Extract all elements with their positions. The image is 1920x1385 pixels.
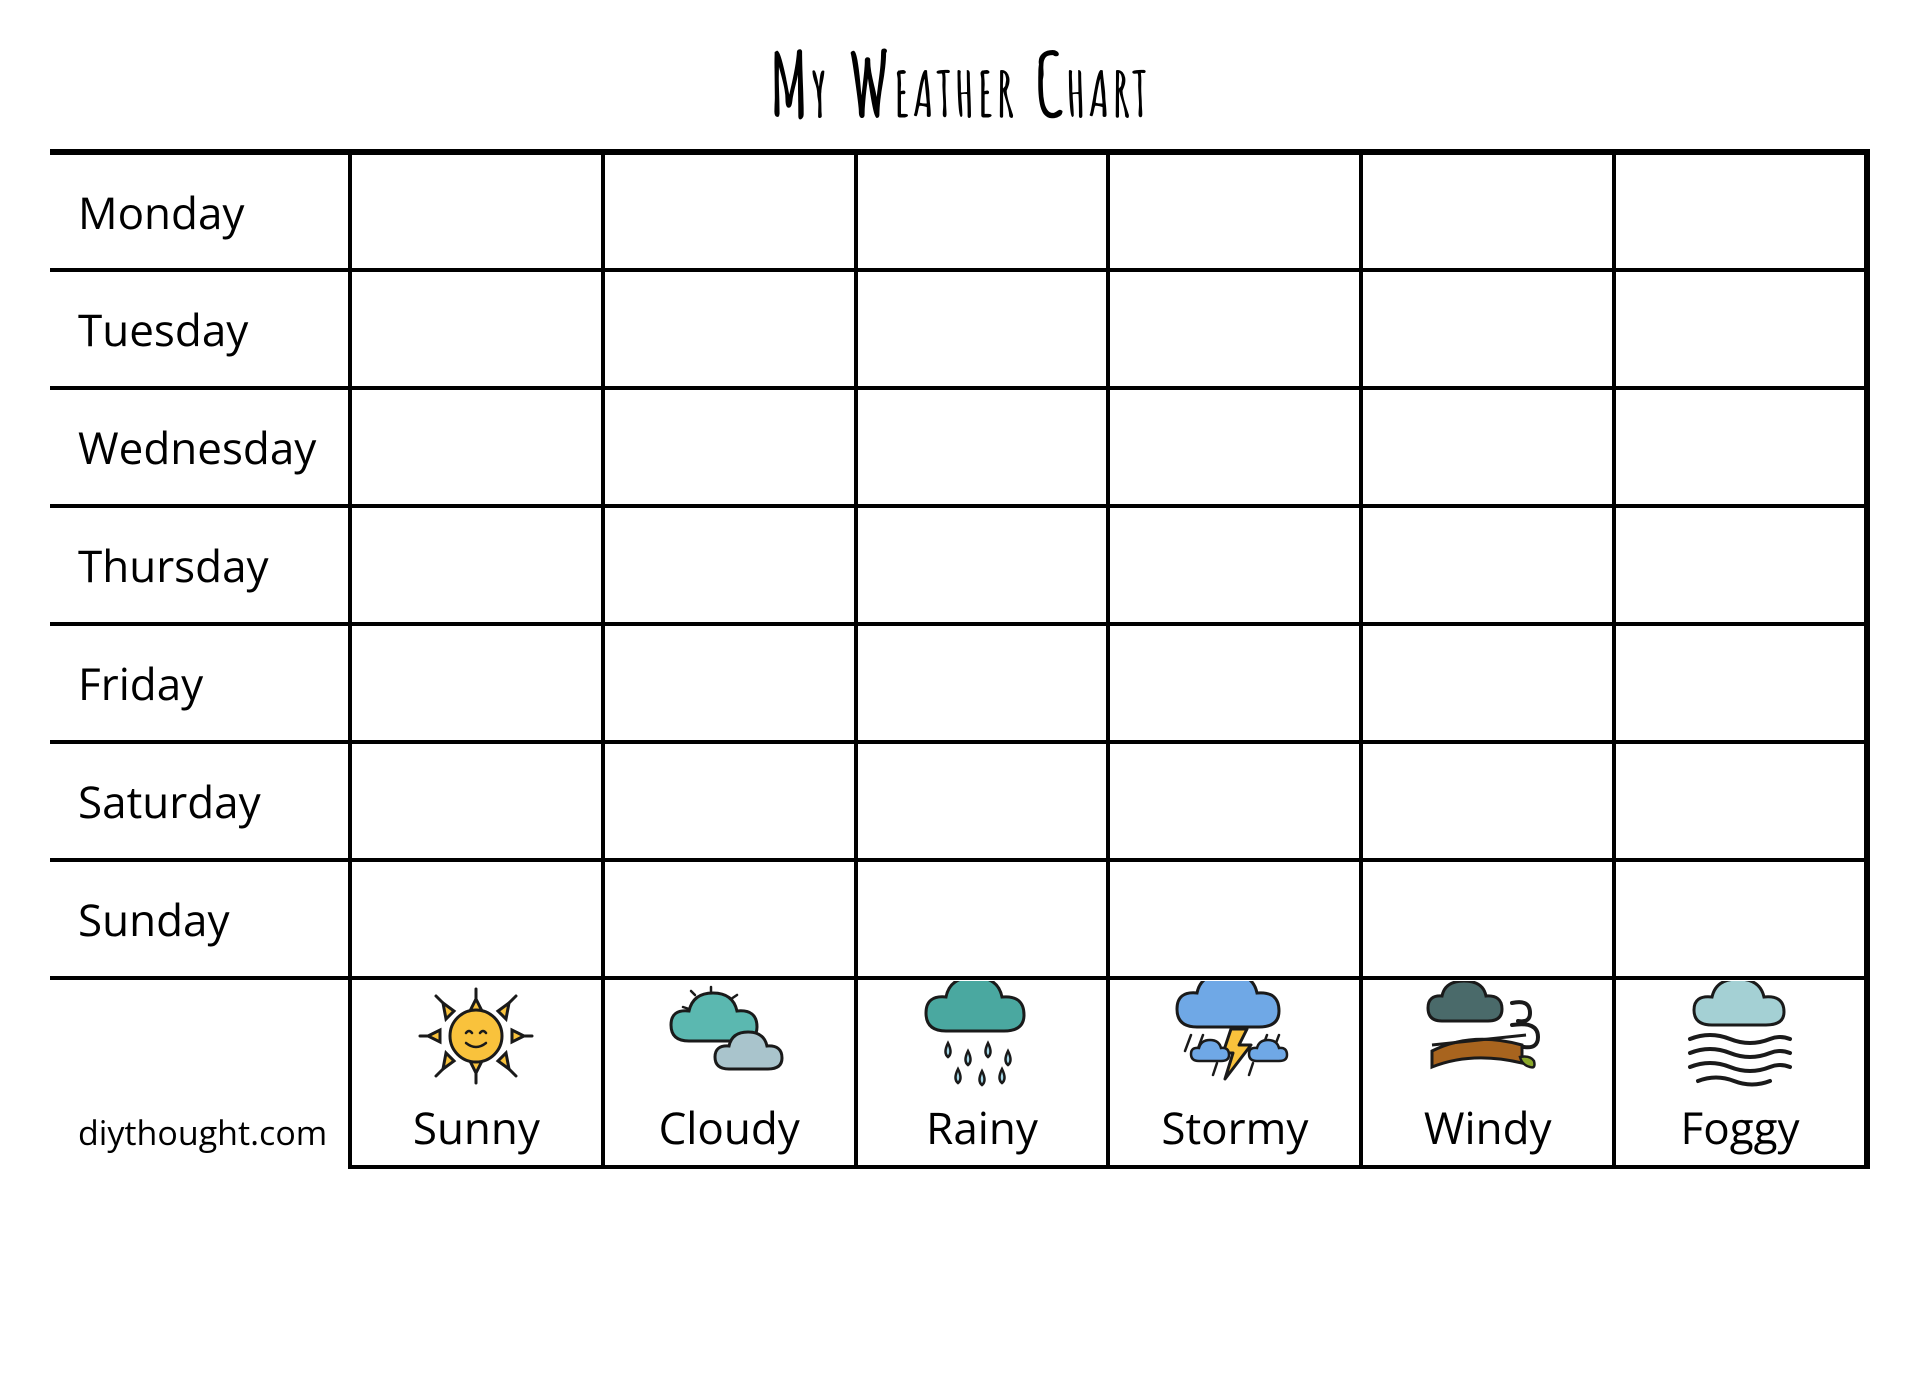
grid-cell[interactable] [1614,624,1867,742]
grid-cell[interactable] [1108,152,1361,270]
table-row: Monday [50,152,1867,270]
legend-cell-sunny: Sunny [350,978,603,1167]
grid-cell[interactable] [603,388,856,506]
grid-cell[interactable] [603,624,856,742]
grid-cell[interactable] [1614,742,1867,860]
grid-cell[interactable] [350,506,603,624]
grid-cell[interactable] [1108,270,1361,388]
page-title: My Weather Chart [0,28,1920,139]
grid-cell[interactable] [1614,270,1867,388]
grid-cell[interactable] [1361,506,1614,624]
grid-cell[interactable] [856,624,1109,742]
legend-cell-stormy: Stormy [1108,978,1361,1167]
table-row: Friday [50,624,1867,742]
table-row: Saturday [50,742,1867,860]
table-row: Sunday [50,860,1867,978]
legend-label: Windy [1424,1097,1552,1157]
grid-cell[interactable] [350,742,603,860]
grid-cell[interactable] [603,270,856,388]
table-row: Tuesday [50,270,1867,388]
grid-cell[interactable] [603,860,856,978]
credit-label: diythought.com [50,978,350,1167]
grid-cell[interactable] [856,860,1109,978]
grid-cell[interactable] [1361,742,1614,860]
stormy-icon [1165,981,1305,1091]
legend-row: diythought.com [50,978,1867,1167]
grid-cell[interactable] [856,152,1109,270]
grid-cell[interactable] [603,152,856,270]
grid-cell[interactable] [1361,152,1614,270]
legend-label: Stormy [1161,1097,1308,1157]
legend-cell-foggy: Foggy [1614,978,1867,1167]
grid-cell[interactable] [1361,270,1614,388]
legend-label: Rainy [926,1097,1038,1157]
grid-cell[interactable] [1614,152,1867,270]
legend-label: Foggy [1681,1097,1800,1157]
sun-icon [406,981,546,1091]
grid-cell[interactable] [1361,860,1614,978]
weather-chart-page: My Weather Chart Monday Tuesday Wednesda… [0,28,1920,1385]
grid-cell[interactable] [1614,860,1867,978]
grid-cell[interactable] [1614,388,1867,506]
grid-cell[interactable] [1361,624,1614,742]
day-label: Thursday [50,506,350,624]
grid-cell[interactable] [1361,388,1614,506]
day-label: Saturday [50,742,350,860]
day-label: Friday [50,624,350,742]
grid-cell[interactable] [350,388,603,506]
grid-cell[interactable] [1614,506,1867,624]
legend-label: Cloudy [659,1097,800,1157]
grid-cell[interactable] [350,624,603,742]
foggy-icon [1670,981,1810,1091]
grid-cell[interactable] [856,742,1109,860]
grid-cell[interactable] [1108,388,1361,506]
weather-table: Monday Tuesday Wednesday T [50,149,1870,1169]
grid-cell[interactable] [1108,742,1361,860]
legend-cell-rainy: Rainy [856,978,1109,1167]
grid-cell[interactable] [1108,624,1361,742]
legend-cell-windy: Windy [1361,978,1614,1167]
grid-cell[interactable] [1108,506,1361,624]
grid-cell[interactable] [1108,860,1361,978]
grid-cell[interactable] [856,506,1109,624]
day-label: Tuesday [50,270,350,388]
legend-cell-cloudy: Cloudy [603,978,856,1167]
day-label: Monday [50,152,350,270]
grid-cell[interactable] [350,860,603,978]
grid-cell[interactable] [856,388,1109,506]
grid-cell[interactable] [856,270,1109,388]
grid-cell[interactable] [350,152,603,270]
grid-cell[interactable] [603,742,856,860]
windy-icon [1418,981,1558,1091]
cloudy-icon [659,981,799,1091]
day-label: Sunday [50,860,350,978]
rainy-icon [912,981,1052,1091]
grid-cell[interactable] [603,506,856,624]
legend-label: Sunny [413,1097,540,1157]
grid-cell[interactable] [350,270,603,388]
day-label: Wednesday [50,388,350,506]
table-row: Thursday [50,506,1867,624]
table-row: Wednesday [50,388,1867,506]
